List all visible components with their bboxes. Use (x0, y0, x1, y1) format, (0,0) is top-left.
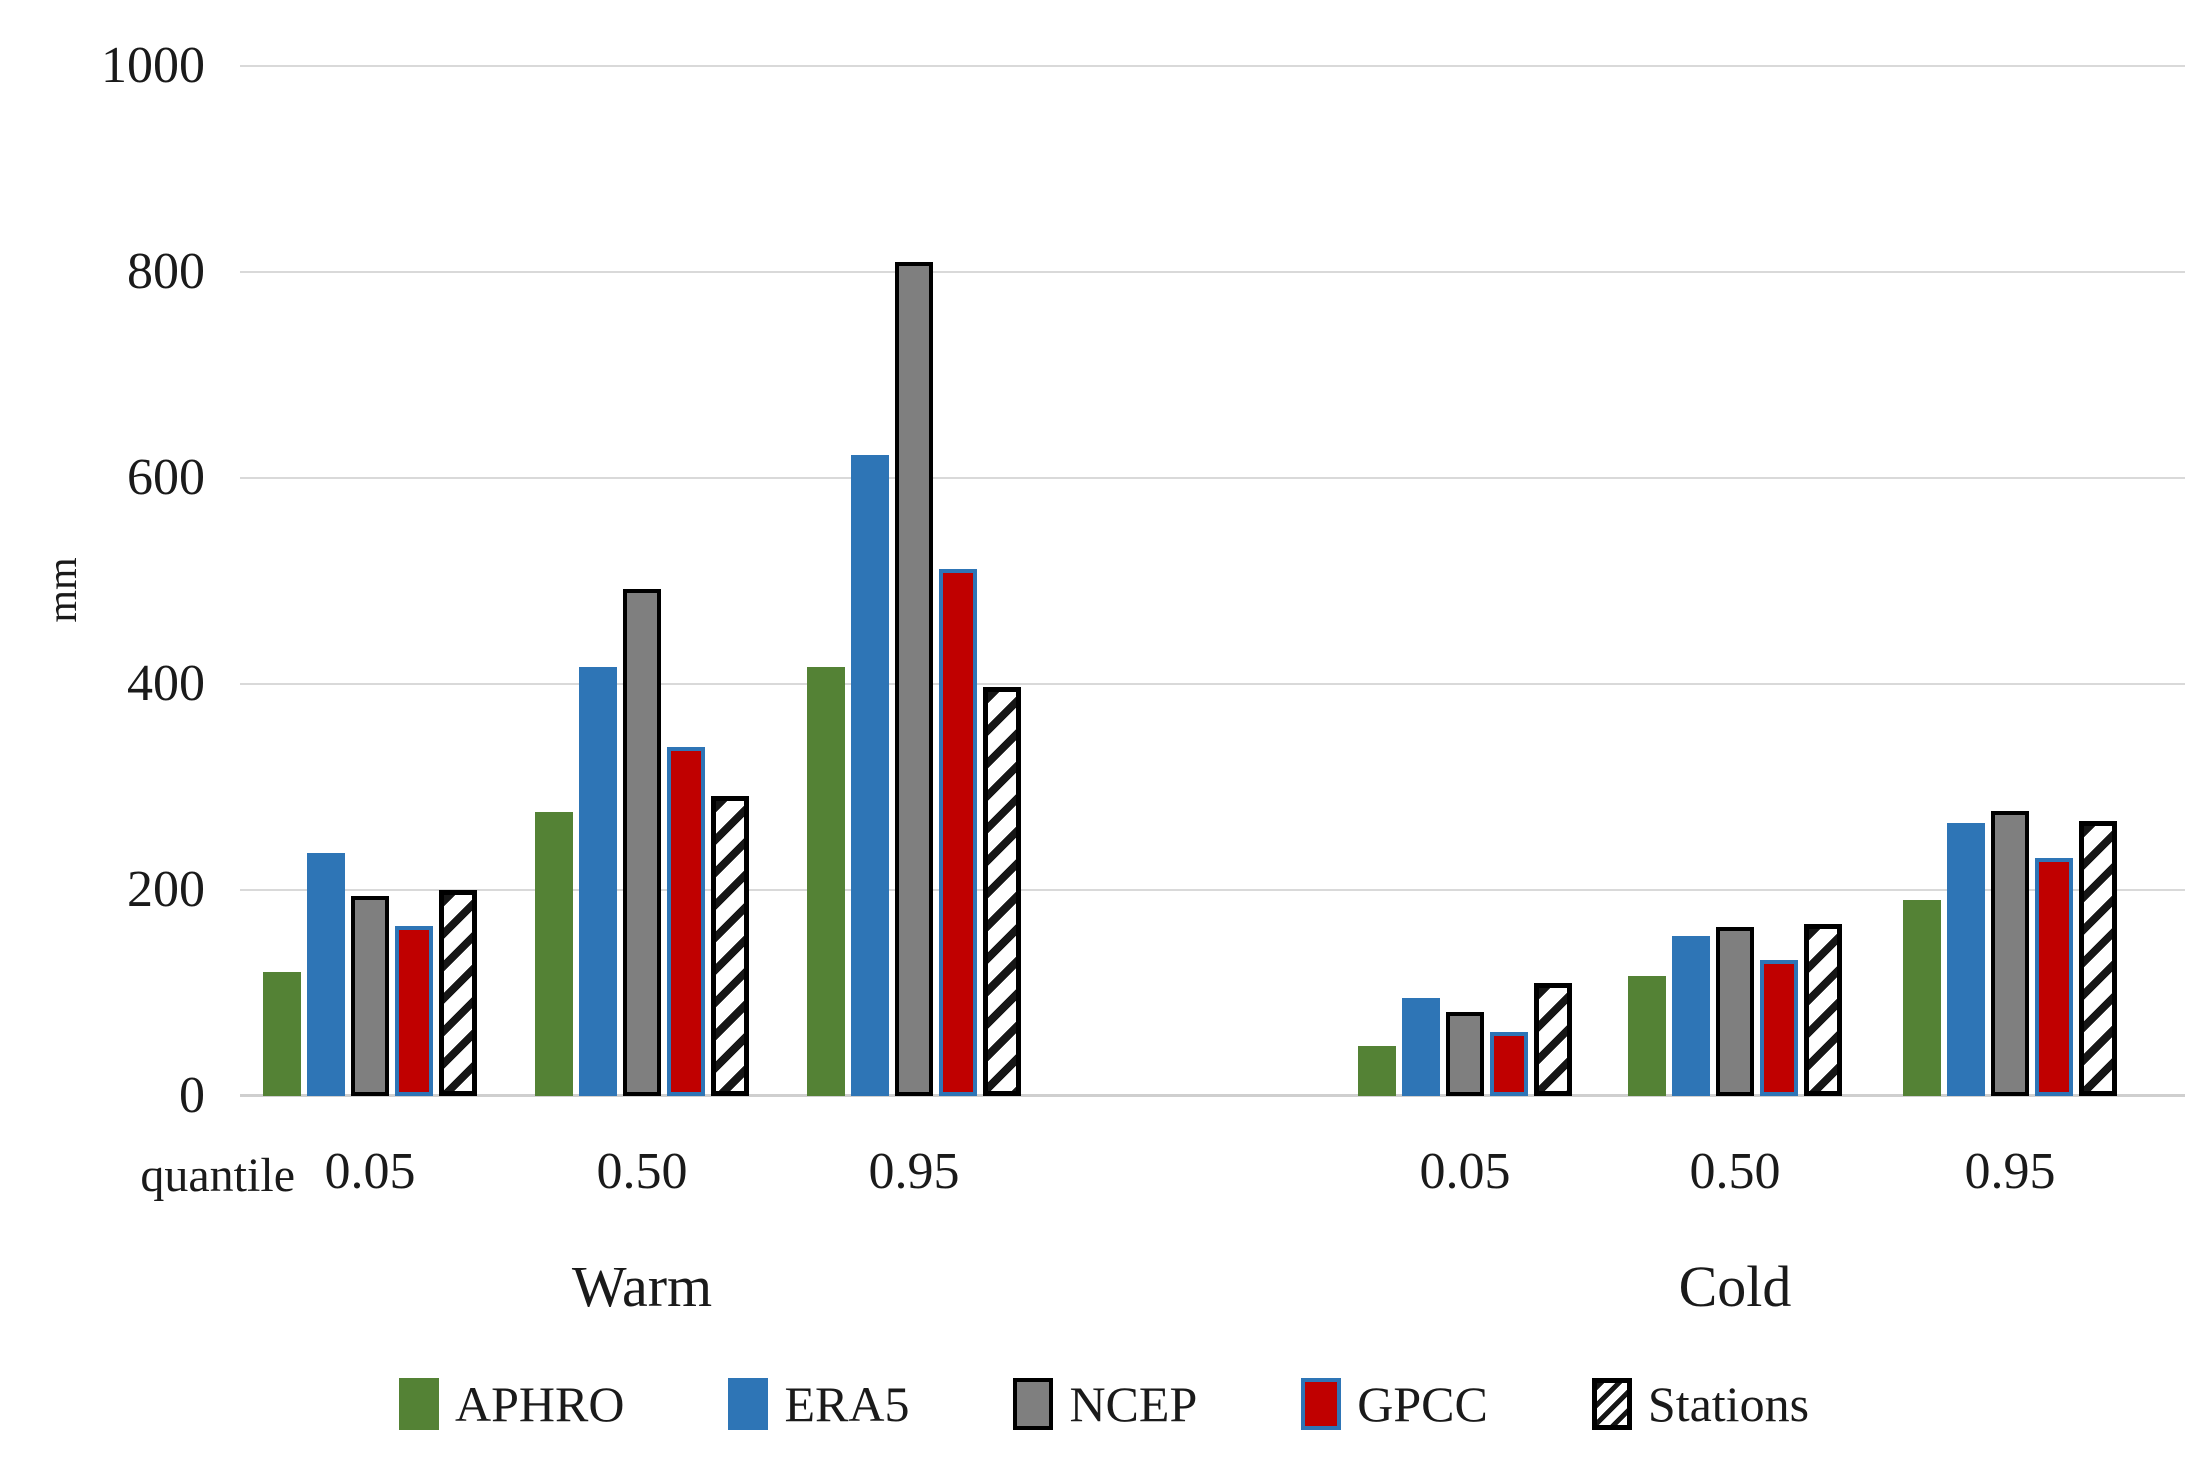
gridline-1000 (240, 65, 2185, 67)
bar-aphro (807, 666, 845, 1096)
bar-stations (711, 796, 749, 1096)
bar-aphro (1358, 1045, 1396, 1096)
bar-ncep (351, 896, 389, 1096)
bar-era5 (579, 666, 617, 1096)
bar-ncep (1446, 1011, 1484, 1096)
bar-era5 (1672, 936, 1710, 1096)
y-tick-label-400: 400 (127, 655, 205, 712)
bar-stations (1534, 982, 1572, 1096)
bar-aphro (1903, 900, 1941, 1096)
x-tick-label-cold-0.95: 0.95 (1964, 1143, 2056, 1200)
bar-era5 (851, 455, 889, 1096)
gridline-400 (240, 683, 2185, 685)
x-tick-label-warm-0.05: 0.05 (324, 1143, 416, 1200)
bar-gpcc (1760, 960, 1798, 1096)
bar-gpcc (2035, 858, 2073, 1096)
legend-item-ncep: NCEP (1013, 1376, 1197, 1432)
gridline-600 (240, 477, 2185, 479)
bar-group-cold-0.50 (1628, 924, 1842, 1096)
legend-swatch-ncep (1013, 1378, 1054, 1430)
legend-label-ncep: NCEP (1069, 1376, 1198, 1432)
legend-item-aphro: APHRO (398, 1376, 625, 1432)
legend-item-stations: Stations (1591, 1376, 1810, 1432)
legend-swatch-stations (1591, 1378, 1632, 1430)
legend-swatch-aphro (398, 1378, 439, 1430)
legend-label-gpcc: GPCC (1357, 1376, 1488, 1432)
panel-label-cold: Cold (1678, 1254, 1792, 1319)
bar-era5 (307, 852, 345, 1096)
x-tick-label-warm-0.95: 0.95 (868, 1143, 960, 1200)
y-tick-label-600: 600 (127, 449, 205, 506)
legend-item-era5: ERA5 (728, 1376, 909, 1432)
legend-item-gpcc: GPCC (1301, 1376, 1488, 1432)
bar-group-cold-0.05 (1358, 982, 1572, 1096)
gridline-800 (240, 271, 2185, 273)
legend: APHRO ERA5 NCEP GPCC Stations (0, 1376, 2208, 1432)
legend-label-stations: Stations (1647, 1376, 1810, 1432)
bar-era5 (1947, 823, 1985, 1096)
legend-swatch-gpcc (1301, 1378, 1342, 1430)
bar-stations (1804, 924, 1842, 1096)
x-tick-label-cold-0.50: 0.50 (1689, 1143, 1781, 1200)
y-tick-label-0: 0 (179, 1067, 205, 1124)
bar-ncep (623, 589, 661, 1096)
bar-ncep (895, 261, 933, 1096)
x-tick-label-warm-0.50: 0.50 (596, 1143, 688, 1200)
y-axis-label: mm (40, 557, 86, 623)
legend-swatch-era5 (728, 1378, 769, 1430)
bar-group-warm-0.95 (807, 261, 1021, 1096)
bar-aphro (535, 811, 573, 1096)
bar-ncep (1716, 927, 1754, 1096)
bar-gpcc (667, 746, 705, 1096)
gridline-0 (240, 1094, 2185, 1097)
panel-label-warm: Warm (571, 1254, 713, 1319)
legend-label-aphro: APHRO (454, 1376, 625, 1432)
y-tick-label-800: 800 (127, 243, 205, 300)
bar-era5 (1402, 998, 1440, 1096)
bar-gpcc (395, 926, 433, 1096)
legend-label-era5: ERA5 (784, 1376, 910, 1432)
bar-stations (983, 687, 1021, 1096)
bar-group-cold-0.95 (1903, 810, 2117, 1096)
plot-area (240, 65, 2185, 1097)
bar-ncep (1991, 810, 2029, 1096)
bar-group-warm-0.05 (263, 852, 477, 1096)
y-tick-label-200: 200 (127, 861, 205, 918)
bar-stations (2079, 821, 2117, 1096)
bar-aphro (263, 972, 301, 1096)
gridline-200 (240, 889, 2185, 891)
bar-stations (439, 890, 477, 1096)
bar-gpcc (1490, 1032, 1528, 1096)
bar-aphro (1628, 975, 1666, 1096)
y-tick-label-1000: 1000 (101, 37, 205, 94)
x-axis-title: quantile (140, 1149, 295, 1202)
x-tick-label-cold-0.05: 0.05 (1419, 1143, 1511, 1200)
bar-gpcc (939, 568, 977, 1096)
bar-group-warm-0.50 (535, 589, 749, 1096)
